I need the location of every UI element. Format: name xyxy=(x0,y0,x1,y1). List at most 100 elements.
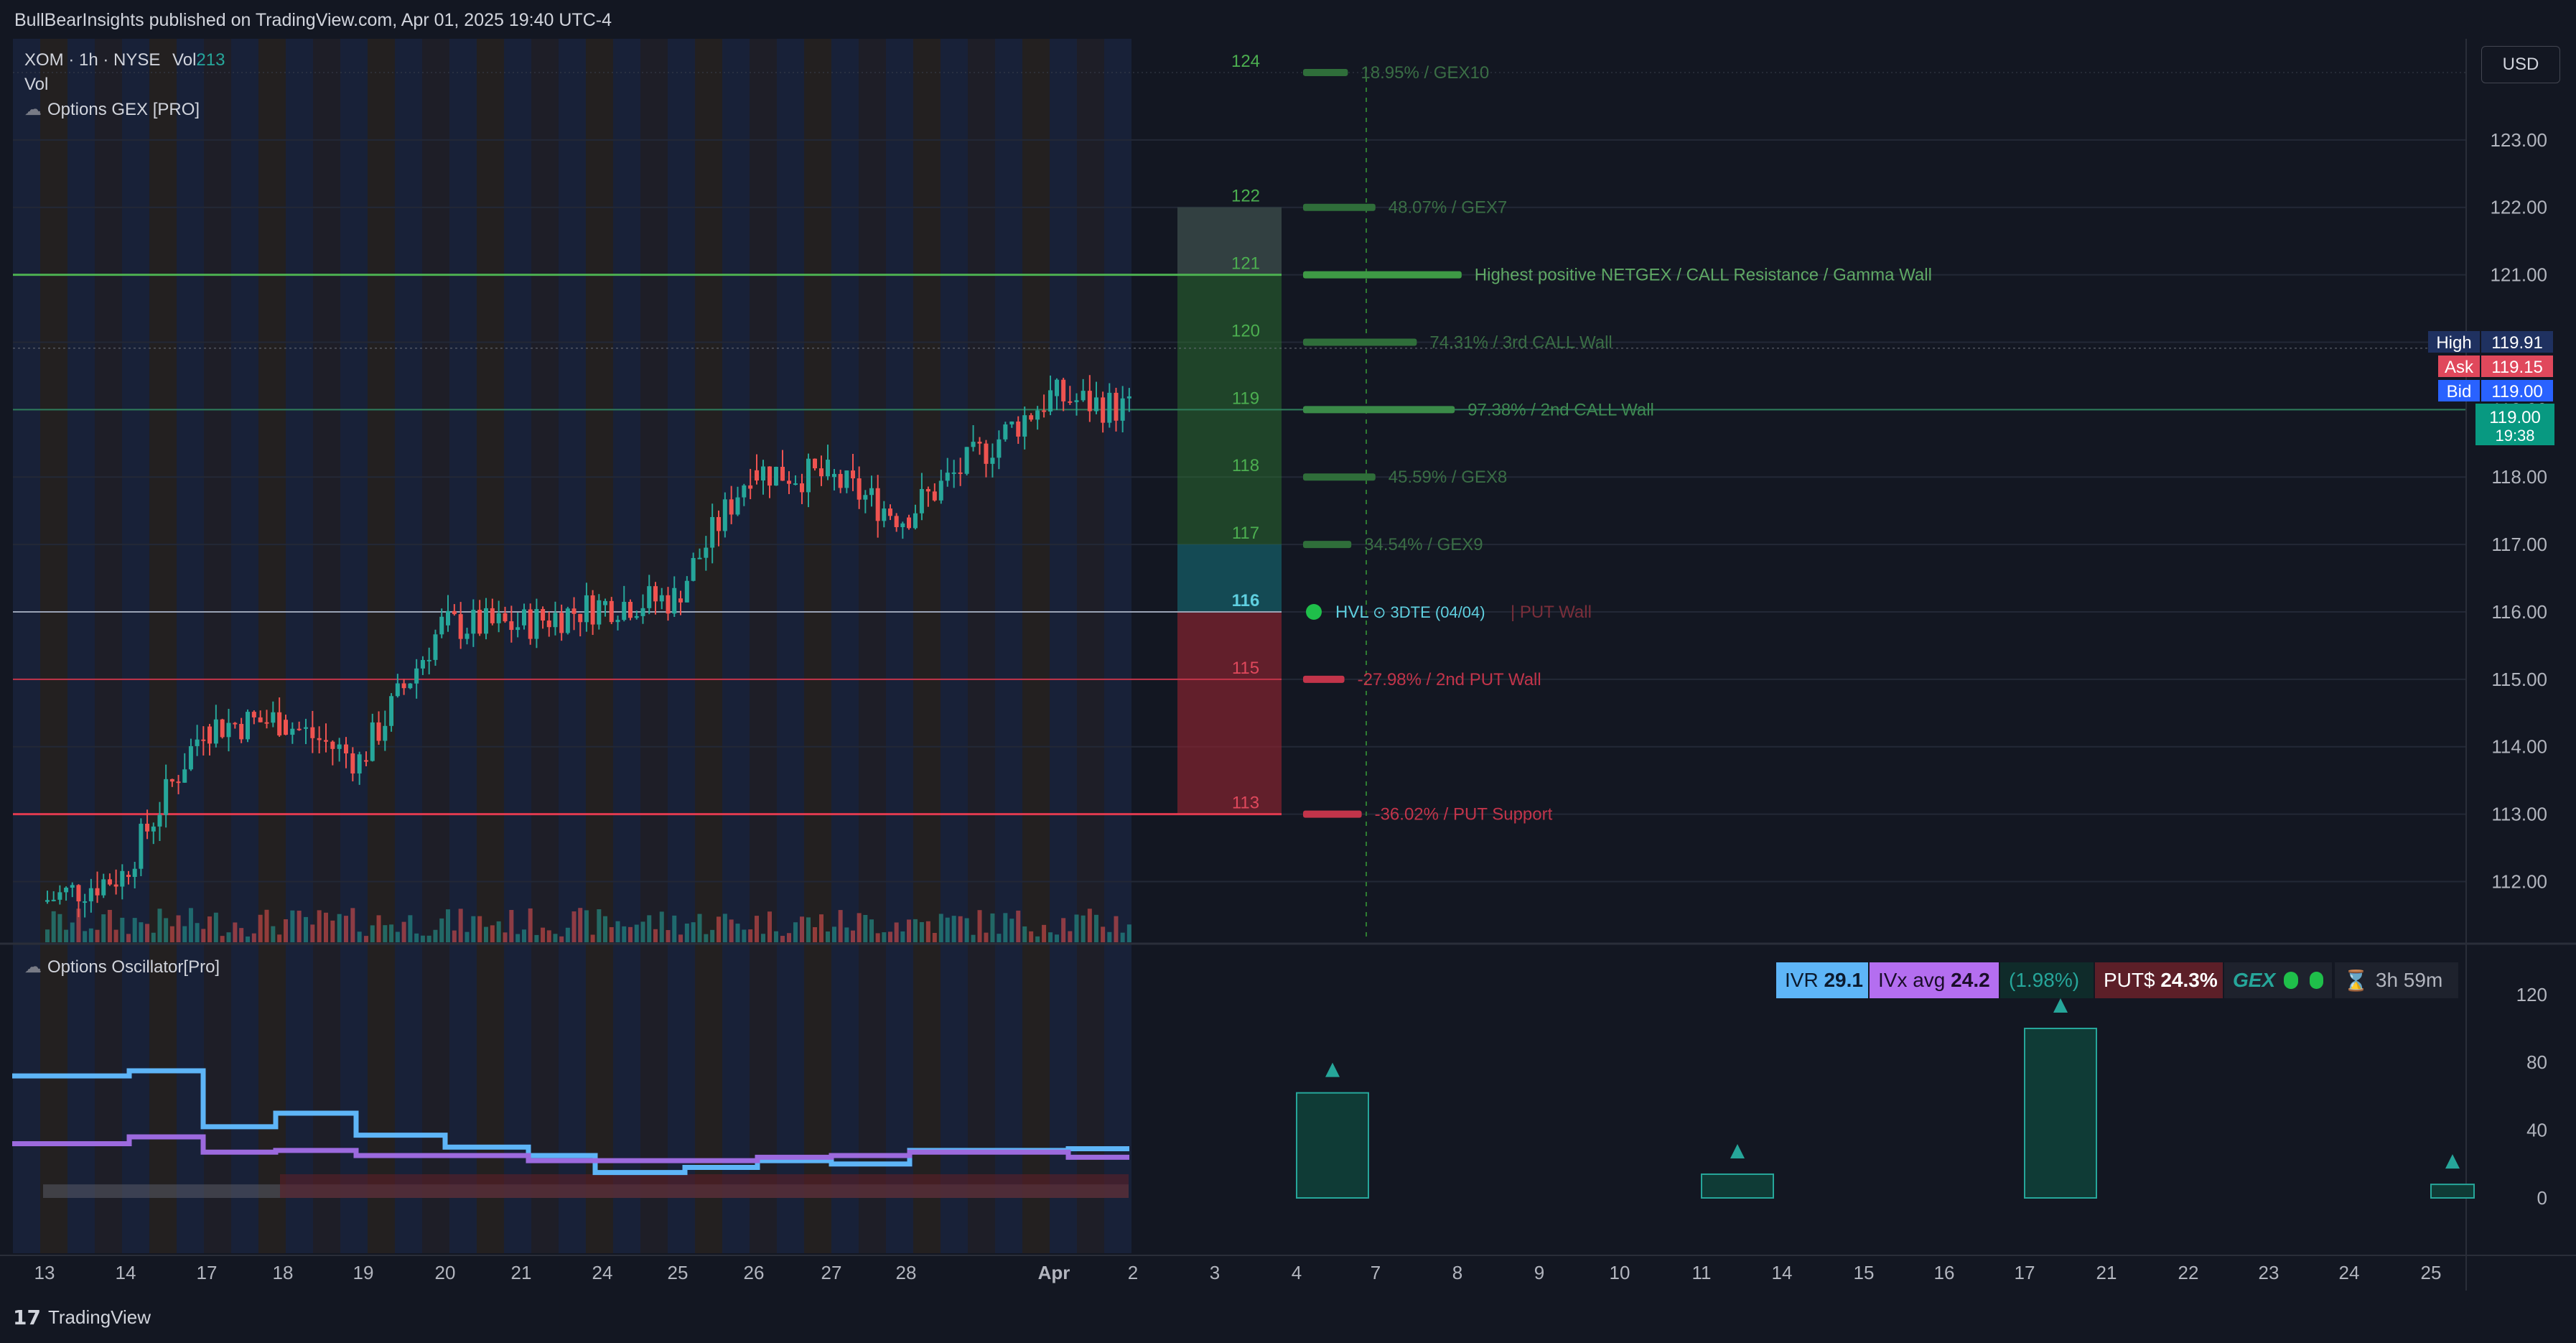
volume-bar xyxy=(780,936,785,942)
gex-label-120: 74.31% / 3rd CALL Wall xyxy=(1429,333,1612,352)
candle-body xyxy=(990,457,995,464)
volume-bars xyxy=(45,908,1131,942)
osc-line-ivx-avg xyxy=(12,1134,1129,1163)
volume-bar xyxy=(126,934,131,942)
volume-bar xyxy=(603,916,607,942)
time-tick: 15 xyxy=(1854,1262,1875,1283)
volume-bar xyxy=(1074,914,1079,942)
candle-body xyxy=(364,760,368,762)
candle-body xyxy=(515,627,521,631)
volume-bar xyxy=(433,929,438,942)
candle-body xyxy=(528,609,533,639)
currency-button[interactable]: USD xyxy=(2481,46,2560,83)
gex-indicator-legend[interactable]: ☁ Options GEX [PRO] xyxy=(24,99,200,120)
candle-body xyxy=(559,613,564,633)
candle-body xyxy=(251,712,256,717)
gex-bar-115 xyxy=(1303,675,1345,683)
candle-body xyxy=(622,602,627,621)
volume-bar xyxy=(571,911,577,942)
time-tick: 3 xyxy=(1210,1262,1220,1283)
candle-body xyxy=(666,595,671,614)
session-band xyxy=(722,39,750,1253)
candle-body xyxy=(938,480,943,501)
vol-legend[interactable]: Vol xyxy=(24,75,48,95)
candle-body xyxy=(357,754,362,773)
session-band xyxy=(1050,39,1077,1253)
candle-body xyxy=(984,443,989,464)
volume-bar xyxy=(496,921,501,942)
osc-line-ivr xyxy=(12,1068,1129,1176)
candle-body xyxy=(503,613,508,622)
volume-bar xyxy=(101,914,106,942)
candle-body xyxy=(271,712,276,723)
volume-bar xyxy=(925,921,930,942)
session-band xyxy=(368,39,395,1253)
volume-bar xyxy=(401,921,406,942)
volume-bar xyxy=(120,917,125,942)
strike-label-118: 118 xyxy=(1232,456,1259,475)
candle-body xyxy=(964,447,969,474)
price-tick: 121.00 xyxy=(2490,264,2547,286)
volume-bar xyxy=(271,926,276,942)
time-tick: 9 xyxy=(1534,1262,1544,1283)
session-band xyxy=(40,39,67,1253)
candle-body xyxy=(76,885,81,902)
ask-tag-label-bg xyxy=(2438,356,2480,377)
price-tick: 113.00 xyxy=(2491,804,2547,825)
volume-bar xyxy=(477,916,482,942)
oscillator-legend[interactable]: ☁ Options Oscillator[Pro] xyxy=(24,957,220,977)
time-tick: 21 xyxy=(2096,1262,2117,1283)
candle-body xyxy=(894,516,899,528)
time-tick: 2 xyxy=(1128,1262,1138,1283)
candle-body xyxy=(490,608,495,623)
volume-bar xyxy=(503,932,508,942)
gex-bar-124 xyxy=(1303,68,1348,76)
strike-label-113: 113 xyxy=(1232,794,1259,813)
volume-bar xyxy=(958,916,963,942)
session-band xyxy=(95,39,122,1253)
symbol-legend[interactable]: XOM · 1h · NYSE Vol213 xyxy=(24,50,225,70)
volume-bar xyxy=(439,918,444,942)
strike-label-120: 120 xyxy=(1231,321,1260,340)
candle-body xyxy=(951,472,956,474)
candle-body xyxy=(1074,400,1079,402)
tradingview-logo[interactable]: 17 TradingView xyxy=(13,1306,151,1329)
osc-triangle-icon xyxy=(2053,998,2068,1013)
volume-bar xyxy=(70,922,75,942)
volume-bar xyxy=(310,924,315,942)
symbol-title: XOM · 1h · NYSE xyxy=(24,50,161,70)
candle-body xyxy=(1022,415,1027,437)
ivr-badge: IVR 29.1 xyxy=(1776,962,1868,998)
volume-bar xyxy=(188,908,193,942)
candle-body xyxy=(452,610,457,615)
strike-label-115: 115 xyxy=(1232,659,1259,678)
volume-bar xyxy=(258,914,263,942)
volume-bar xyxy=(201,929,206,942)
candle-body xyxy=(857,478,862,500)
ivr-value: 29.1 xyxy=(1824,969,1863,991)
time-tick: 24 xyxy=(592,1262,613,1283)
volume-bar xyxy=(290,910,295,942)
volume-bar xyxy=(297,911,302,942)
indicator-name: Options GEX [PRO] xyxy=(47,100,200,119)
gex-badge: GEX xyxy=(2224,962,2332,998)
candle-body xyxy=(310,727,315,738)
osc-tick: 0 xyxy=(2537,1187,2547,1209)
candle-body xyxy=(806,458,811,493)
session-band xyxy=(122,39,149,1253)
volume-bar xyxy=(1068,931,1073,942)
osc-tick: 40 xyxy=(2526,1120,2547,1141)
candle-body xyxy=(324,740,328,742)
candle-body xyxy=(787,480,791,484)
candle-body xyxy=(1126,396,1131,399)
volume-bar xyxy=(1003,913,1008,942)
candle-body xyxy=(1120,398,1125,421)
candle-body xyxy=(509,621,514,631)
candle-body xyxy=(277,712,282,736)
ivx-badge: IVx avg 24.2 xyxy=(1870,962,1999,998)
volume-bar xyxy=(220,936,225,942)
hvl-zone-box xyxy=(1177,544,1282,612)
hvl-dot-icon xyxy=(1306,603,1322,620)
volume-bar xyxy=(565,927,570,942)
